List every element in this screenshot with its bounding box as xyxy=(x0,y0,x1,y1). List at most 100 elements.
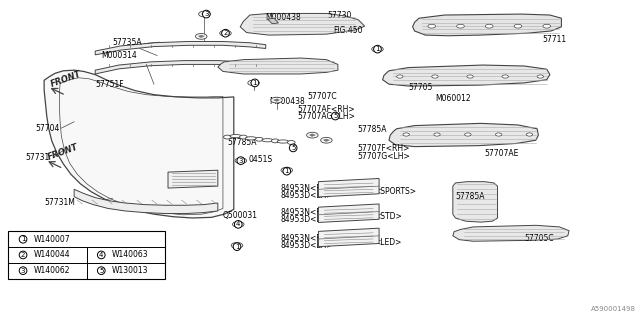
Text: 2: 2 xyxy=(223,30,228,36)
Circle shape xyxy=(220,30,231,36)
Circle shape xyxy=(432,75,438,78)
Polygon shape xyxy=(319,179,379,197)
Circle shape xyxy=(234,244,239,247)
Text: 84953D<LH>: 84953D<LH> xyxy=(280,215,333,224)
Ellipse shape xyxy=(277,140,289,143)
Circle shape xyxy=(372,46,383,52)
Polygon shape xyxy=(413,14,561,36)
Text: 1: 1 xyxy=(20,236,26,242)
Circle shape xyxy=(403,133,410,136)
Circle shape xyxy=(310,134,315,136)
Text: 1: 1 xyxy=(235,244,239,250)
Polygon shape xyxy=(44,70,234,218)
Polygon shape xyxy=(319,204,379,222)
Circle shape xyxy=(195,34,207,39)
Circle shape xyxy=(526,133,532,136)
Circle shape xyxy=(223,135,231,139)
Circle shape xyxy=(198,35,204,38)
Text: 5: 5 xyxy=(99,268,104,274)
Circle shape xyxy=(223,32,228,35)
Polygon shape xyxy=(95,42,266,55)
Text: 1: 1 xyxy=(253,80,257,86)
Text: 5: 5 xyxy=(333,113,337,119)
Circle shape xyxy=(248,80,259,86)
Text: 0451S: 0451S xyxy=(248,155,273,164)
Text: 57731M: 57731M xyxy=(44,197,75,206)
Ellipse shape xyxy=(262,139,273,142)
Text: 4: 4 xyxy=(236,221,241,227)
Circle shape xyxy=(457,24,465,28)
Polygon shape xyxy=(240,13,365,35)
Polygon shape xyxy=(168,170,218,188)
Text: 57751F: 57751F xyxy=(95,80,124,89)
Text: 84953N<RH>: 84953N<RH> xyxy=(280,184,334,193)
Circle shape xyxy=(251,82,256,84)
Text: 57731: 57731 xyxy=(25,153,49,162)
Text: 57704: 57704 xyxy=(36,124,60,132)
Circle shape xyxy=(287,140,295,144)
Polygon shape xyxy=(95,60,264,74)
Circle shape xyxy=(202,13,207,15)
Text: 57705: 57705 xyxy=(408,83,433,92)
Polygon shape xyxy=(268,18,278,24)
Circle shape xyxy=(467,75,473,78)
Text: 84953D<LH>: 84953D<LH> xyxy=(280,241,333,250)
Text: W140007: W140007 xyxy=(34,235,70,244)
Circle shape xyxy=(281,167,292,173)
Circle shape xyxy=(307,132,318,138)
Ellipse shape xyxy=(245,137,257,140)
Text: 57707AF<RH>: 57707AF<RH> xyxy=(298,105,355,114)
Circle shape xyxy=(238,159,243,162)
Text: 2: 2 xyxy=(21,252,25,258)
Text: W130013: W130013 xyxy=(112,266,148,275)
Polygon shape xyxy=(389,123,538,147)
Circle shape xyxy=(495,133,502,136)
Text: 84953N<RH>: 84953N<RH> xyxy=(280,208,334,217)
Circle shape xyxy=(239,135,247,139)
Circle shape xyxy=(255,137,263,141)
Text: 1: 1 xyxy=(285,168,289,174)
Text: 3: 3 xyxy=(204,11,209,17)
Text: 57707AE: 57707AE xyxy=(484,149,519,158)
Circle shape xyxy=(465,133,471,136)
Text: 84953D<LH>: 84953D<LH> xyxy=(280,190,333,200)
Circle shape xyxy=(428,24,436,28)
Text: 57705C: 57705C xyxy=(524,234,554,243)
Text: 57707AG<LH>: 57707AG<LH> xyxy=(298,113,356,122)
Circle shape xyxy=(375,48,380,51)
Circle shape xyxy=(274,99,279,101)
Text: 57785A: 57785A xyxy=(357,125,387,134)
Circle shape xyxy=(502,75,508,78)
Circle shape xyxy=(236,223,241,226)
Text: Q500031: Q500031 xyxy=(223,211,258,220)
Text: W140062: W140062 xyxy=(34,266,70,275)
Text: FIG.450: FIG.450 xyxy=(333,26,362,35)
Text: 3: 3 xyxy=(239,158,243,164)
Text: <LED>: <LED> xyxy=(374,238,402,247)
Text: <SPORTS>: <SPORTS> xyxy=(374,188,416,196)
Ellipse shape xyxy=(230,134,241,138)
Text: 84953N<RH>: 84953N<RH> xyxy=(280,234,334,243)
Text: 57711: 57711 xyxy=(542,35,566,44)
Circle shape xyxy=(537,75,543,78)
Text: A590001498: A590001498 xyxy=(591,306,636,312)
Text: M000438: M000438 xyxy=(266,13,301,22)
Polygon shape xyxy=(383,65,550,86)
Text: W140044: W140044 xyxy=(34,251,70,260)
Circle shape xyxy=(284,169,289,172)
Text: 57785A: 57785A xyxy=(227,138,257,147)
Text: 57707C: 57707C xyxy=(307,92,337,101)
Text: 57707F<RH>: 57707F<RH> xyxy=(357,144,410,153)
Text: 1: 1 xyxy=(375,46,380,52)
Text: M000314: M000314 xyxy=(102,51,138,60)
Circle shape xyxy=(434,133,440,136)
Text: 57730: 57730 xyxy=(328,11,352,20)
Polygon shape xyxy=(218,58,338,74)
Text: 57735A: 57735A xyxy=(113,38,142,47)
Text: M000438: M000438 xyxy=(269,97,305,106)
Circle shape xyxy=(231,243,243,248)
Text: 57707G<LH>: 57707G<LH> xyxy=(357,152,410,161)
Circle shape xyxy=(198,11,210,17)
Circle shape xyxy=(235,158,246,164)
Polygon shape xyxy=(453,225,569,241)
